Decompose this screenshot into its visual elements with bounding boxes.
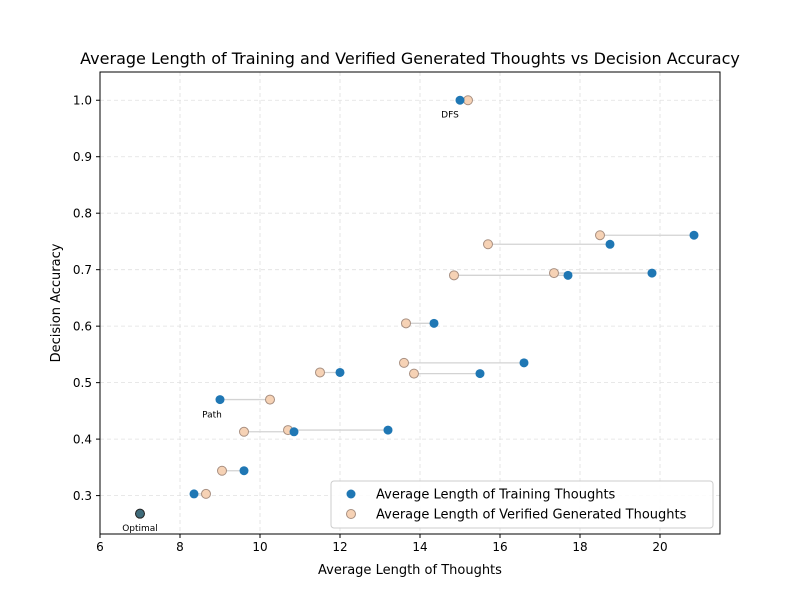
y-axis-label: Decision Accuracy — [49, 243, 64, 362]
x-tick-label: 20 — [652, 540, 667, 554]
plot-frame — [99, 71, 721, 535]
legend-label-generated: Average Length of Verified Generated Tho… — [376, 508, 687, 523]
generated-point — [409, 368, 419, 379]
training-point — [475, 369, 485, 379]
training-point — [689, 230, 699, 240]
generated-point — [401, 318, 411, 329]
x-tick-label: 8 — [176, 540, 184, 554]
generated-point — [265, 394, 275, 405]
generated-point — [483, 239, 493, 250]
annotation-label: Path — [202, 410, 222, 420]
training-point — [335, 367, 345, 377]
training-point — [605, 239, 615, 249]
y-tick-label: 0.3 — [73, 489, 92, 503]
x-tick-label: 10 — [252, 540, 267, 554]
y-tick-label: 1.0 — [73, 94, 92, 108]
training-point — [455, 95, 465, 105]
y-tick-label: 0.8 — [73, 207, 92, 221]
generated-point — [449, 270, 459, 281]
generated-point — [239, 426, 249, 437]
annotations: DFS Path Optimal — [122, 110, 459, 533]
y-tick-label: 0.4 — [73, 433, 92, 447]
connector-lines — [194, 99, 694, 495]
generated-point — [595, 230, 605, 241]
grid — [99, 72, 720, 534]
training-point — [215, 395, 225, 405]
training-point — [519, 358, 529, 368]
legend-marker-training — [346, 489, 356, 499]
axis-ticks: 6 8 10 12 14 16 18 20 0.3 0.4 0.5 0.6 0.7 0.8 0.9 1.0 — [73, 94, 668, 554]
generated-point — [201, 488, 211, 499]
annotation-label: Optimal — [122, 524, 158, 534]
generated-point — [549, 268, 559, 279]
y-tick-label: 0.6 — [73, 320, 92, 334]
training-point — [239, 466, 249, 476]
training-point — [647, 268, 657, 278]
x-tick-label: 12 — [332, 540, 347, 554]
x-tick-label: 14 — [412, 540, 427, 554]
legend-frame — [330, 480, 714, 529]
generated-point — [463, 95, 473, 106]
y-tick-label: 0.5 — [73, 376, 92, 390]
training-point — [429, 318, 439, 328]
generated-point — [315, 367, 325, 378]
legend-label-training: Average Length of Training Thoughts — [376, 488, 616, 503]
generated-point — [217, 465, 227, 476]
y-tick-label: 0.9 — [73, 150, 92, 164]
training-point — [383, 425, 393, 435]
legend-marker-generated — [346, 509, 356, 519]
x-tick-label: 16 — [492, 540, 507, 554]
optimal-point — [135, 508, 145, 519]
x-tick-label: 18 — [572, 540, 587, 554]
training-point — [189, 489, 199, 499]
x-tick-label: 6 — [96, 540, 104, 554]
training-point — [563, 270, 573, 280]
y-tick-label: 0.7 — [73, 263, 92, 277]
annotation-label: DFS — [441, 110, 459, 120]
training-point — [289, 427, 299, 437]
data-points — [135, 95, 699, 519]
generated-point — [399, 357, 409, 368]
legend: Average Length of Training Thoughts Aver… — [330, 480, 714, 529]
chart-title: Average Length of Training and Verified … — [80, 49, 740, 68]
x-axis-label: Average Length of Thoughts — [318, 563, 502, 578]
